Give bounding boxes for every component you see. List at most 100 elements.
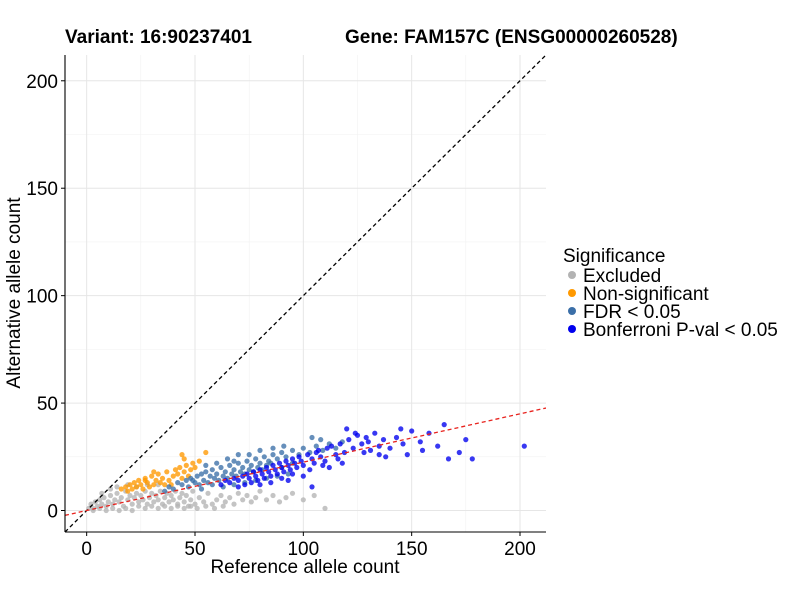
point-bonferroni-p-val-0-05 bbox=[307, 467, 313, 473]
point-excluded bbox=[188, 503, 194, 509]
point-bonferroni-p-val-0-05 bbox=[383, 454, 389, 460]
point-fdr-0-05 bbox=[270, 445, 276, 451]
point-excluded bbox=[162, 503, 168, 509]
point-excluded bbox=[118, 495, 124, 501]
point-fdr-0-05 bbox=[198, 486, 205, 492]
point-bonferroni-p-val-0-05 bbox=[372, 430, 378, 436]
point-non-significant bbox=[183, 462, 189, 468]
point-excluded bbox=[222, 499, 228, 505]
point-bonferroni-p-val-0-05 bbox=[380, 437, 387, 443]
point-excluded bbox=[311, 492, 317, 499]
point-non-significant bbox=[133, 484, 140, 490]
point-non-significant bbox=[153, 477, 159, 483]
point-bonferroni-p-val-0-05 bbox=[337, 441, 343, 447]
point-excluded bbox=[101, 495, 107, 501]
point-non-significant bbox=[162, 482, 168, 488]
point-bonferroni-p-val-0-05 bbox=[283, 458, 289, 464]
point-bonferroni-p-val-0-05 bbox=[272, 467, 278, 473]
point-bonferroni-p-val-0-05 bbox=[363, 434, 369, 441]
point-excluded bbox=[114, 490, 120, 496]
legend-label-bonferroni-p-val-0-05: Bonferroni P-val < 0.05 bbox=[583, 320, 778, 341]
point-bonferroni-p-val-0-05 bbox=[255, 477, 261, 483]
point-fdr-0-05 bbox=[203, 469, 209, 475]
point-bonferroni-p-val-0-05 bbox=[289, 456, 296, 462]
variant-title: Variant: 16:90237401 bbox=[65, 27, 252, 48]
point-excluded bbox=[209, 501, 215, 507]
point-excluded bbox=[129, 507, 135, 514]
point-fdr-0-05 bbox=[209, 467, 215, 473]
point-fdr-0-05 bbox=[246, 467, 252, 473]
point-bonferroni-p-val-0-05 bbox=[311, 460, 317, 466]
point-non-significant bbox=[127, 482, 133, 488]
point-excluded bbox=[240, 497, 246, 503]
point-fdr-0-05 bbox=[207, 473, 213, 479]
point-excluded bbox=[322, 505, 328, 511]
point-bonferroni-p-val-0-05 bbox=[248, 480, 254, 486]
point-bonferroni-p-val-0-05 bbox=[322, 458, 328, 464]
point-fdr-0-05 bbox=[257, 460, 263, 466]
legend-key-non-significant bbox=[568, 289, 576, 297]
point-fdr-0-05 bbox=[309, 434, 315, 441]
point-excluded bbox=[112, 497, 118, 503]
point-bonferroni-p-val-0-05 bbox=[367, 447, 374, 453]
point-bonferroni-p-val-0-05 bbox=[266, 469, 272, 475]
point-bonferroni-p-val-0-05 bbox=[376, 452, 382, 458]
point-fdr-0-05 bbox=[237, 469, 244, 475]
data-points bbox=[86, 422, 527, 514]
point-fdr-0-05 bbox=[214, 471, 220, 477]
point-bonferroni-p-val-0-05 bbox=[257, 467, 263, 473]
point-excluded bbox=[177, 495, 183, 501]
point-bonferroni-p-val-0-05 bbox=[419, 447, 426, 453]
point-excluded bbox=[227, 495, 233, 501]
point-non-significant bbox=[179, 452, 185, 458]
point-excluded bbox=[170, 497, 176, 503]
point-bonferroni-p-val-0-05 bbox=[296, 454, 302, 460]
point-excluded bbox=[138, 492, 144, 499]
point-bonferroni-p-val-0-05 bbox=[333, 452, 339, 458]
point-bonferroni-p-val-0-05 bbox=[344, 426, 350, 432]
point-excluded bbox=[151, 499, 157, 505]
point-bonferroni-p-val-0-05 bbox=[300, 473, 306, 479]
point-fdr-0-05 bbox=[313, 443, 319, 449]
point-bonferroni-p-val-0-05 bbox=[274, 471, 280, 477]
point-excluded bbox=[283, 495, 289, 501]
point-fdr-0-05 bbox=[179, 482, 185, 488]
point-bonferroni-p-val-0-05 bbox=[257, 482, 263, 488]
point-fdr-0-05 bbox=[253, 456, 259, 462]
point-non-significant bbox=[151, 469, 157, 475]
point-fdr-0-05 bbox=[261, 454, 267, 460]
point-non-significant bbox=[175, 471, 181, 477]
point-fdr-0-05 bbox=[231, 467, 237, 473]
x-tick-label: 150 bbox=[396, 539, 428, 560]
x-axis-title: Reference allele count bbox=[210, 557, 400, 578]
point-fdr-0-05 bbox=[185, 484, 192, 490]
point-bonferroni-p-val-0-05 bbox=[305, 452, 311, 458]
point-excluded bbox=[114, 484, 120, 490]
point-non-significant bbox=[192, 464, 198, 471]
point-bonferroni-p-val-0-05 bbox=[268, 473, 274, 479]
point-excluded bbox=[244, 492, 250, 499]
point-bonferroni-p-val-0-05 bbox=[435, 443, 441, 449]
point-excluded bbox=[196, 495, 202, 501]
point-bonferroni-p-val-0-05 bbox=[365, 439, 371, 445]
point-excluded bbox=[162, 495, 168, 501]
point-fdr-0-05 bbox=[318, 437, 324, 443]
point-bonferroni-p-val-0-05 bbox=[417, 439, 423, 445]
point-bonferroni-p-val-0-05 bbox=[246, 475, 252, 481]
point-fdr-0-05 bbox=[211, 475, 218, 481]
point-excluded bbox=[155, 505, 161, 511]
point-excluded bbox=[253, 495, 259, 501]
point-bonferroni-p-val-0-05 bbox=[361, 449, 367, 456]
point-non-significant bbox=[146, 484, 153, 490]
point-excluded bbox=[270, 492, 276, 499]
legend-label-non-significant: Non-significant bbox=[583, 284, 709, 305]
legend-key-fdr-0-05 bbox=[568, 307, 576, 315]
point-excluded bbox=[218, 492, 224, 499]
point-excluded bbox=[220, 503, 226, 509]
point-fdr-0-05 bbox=[333, 445, 339, 451]
point-bonferroni-p-val-0-05 bbox=[259, 471, 265, 477]
point-bonferroni-p-val-0-05 bbox=[263, 464, 270, 471]
point-excluded bbox=[107, 492, 114, 499]
y-axis-title: Alternative allele count bbox=[4, 197, 25, 389]
point-non-significant bbox=[190, 460, 196, 466]
